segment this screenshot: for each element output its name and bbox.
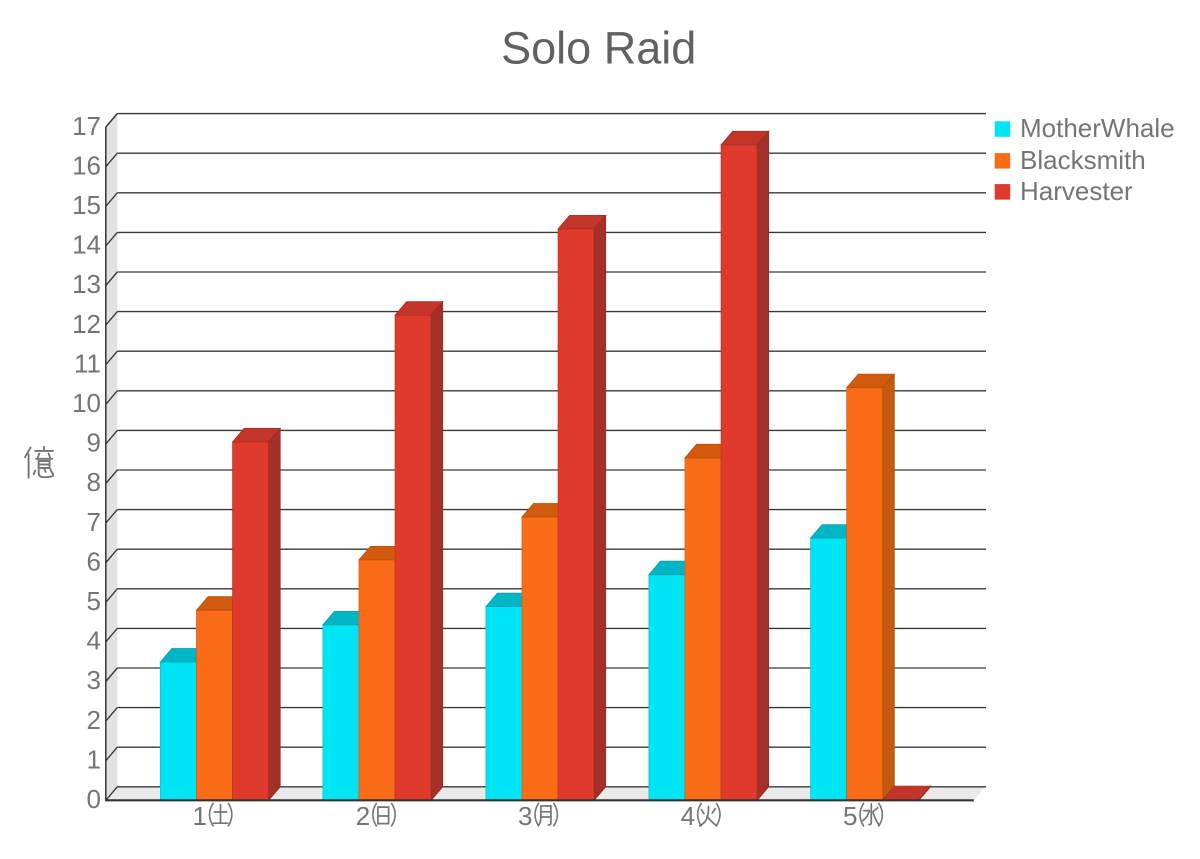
- svg-text:11: 11: [74, 348, 101, 378]
- svg-text:3: 3: [87, 665, 101, 695]
- svg-text:10: 10: [72, 388, 101, 418]
- svg-text:1: 1: [192, 801, 206, 831]
- svg-text:14: 14: [72, 230, 101, 260]
- svg-text:17: 17: [72, 111, 101, 141]
- svg-text:13: 13: [72, 269, 101, 299]
- svg-text:1: 1: [87, 744, 101, 774]
- svg-text:3: 3: [518, 801, 532, 831]
- svg-text:12: 12: [72, 309, 101, 339]
- svg-text:7: 7: [87, 507, 101, 537]
- svg-text:5: 5: [87, 586, 101, 616]
- svg-text:Harvester: Harvester: [1020, 176, 1133, 206]
- svg-text:0: 0: [87, 784, 101, 814]
- svg-text:2: 2: [356, 801, 370, 831]
- svg-text:8: 8: [87, 467, 101, 497]
- svg-text:5: 5: [843, 801, 857, 831]
- svg-text:Blacksmith: Blacksmith: [1020, 145, 1146, 175]
- svg-text:MotherWhale: MotherWhale: [1020, 113, 1175, 143]
- svg-text:15: 15: [72, 190, 101, 220]
- svg-text:4: 4: [681, 801, 695, 831]
- svg-text:6: 6: [87, 546, 101, 576]
- svg-text:9: 9: [87, 428, 101, 458]
- svg-text:2: 2: [87, 705, 101, 735]
- svg-text:Solo Raid: Solo Raid: [501, 22, 696, 73]
- svg-text:16: 16: [72, 150, 101, 180]
- svg-text:4: 4: [87, 626, 101, 656]
